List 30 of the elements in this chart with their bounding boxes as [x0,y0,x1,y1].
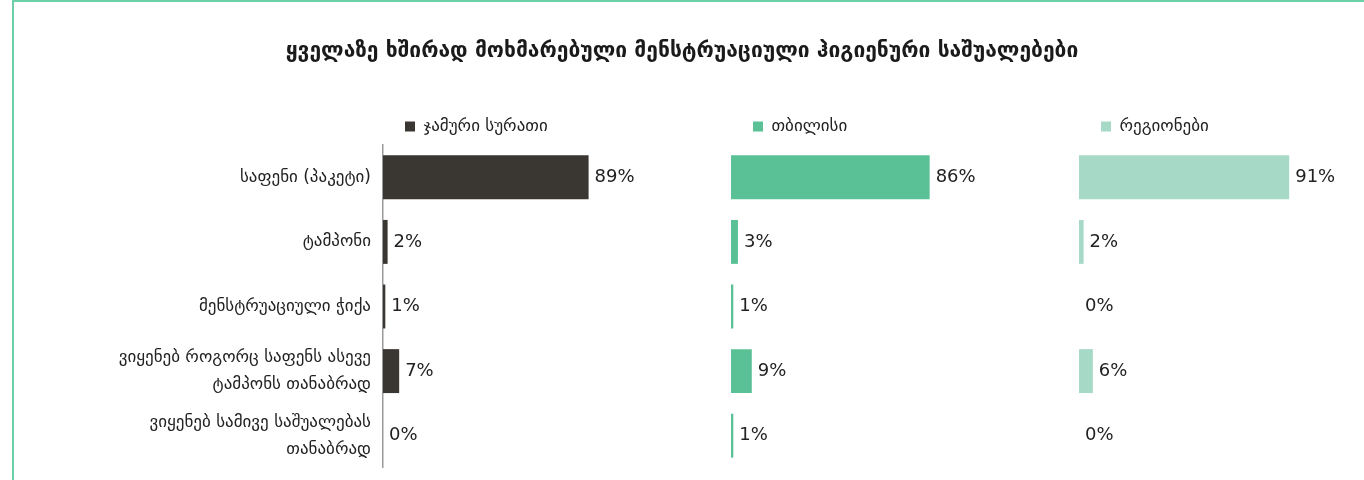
data-label: 2% [1089,229,1119,251]
bar [383,219,388,264]
bar [731,349,752,394]
legend-label: ჯამური სურათი [423,114,548,135]
data-label: 1% [739,423,768,445]
data-label: 7% [405,358,434,380]
data-label: 3% [743,229,773,251]
data-label: 1% [391,294,420,316]
text: ყველაზე ხშირად მოხმარებული მენსტრუაციული ჰიგიენური საშუალებები [284,38,1080,62]
legend-label: თბილისი [771,114,848,135]
data-label: 0% [1085,294,1114,316]
bar [731,155,930,200]
y-tick-label: ვიყენებ როგორც საფენს ასევე ტამპონს თანაბრად [118,345,371,394]
data-label: 91% [1295,164,1336,186]
bar [383,155,589,200]
data-label: 6% [1098,358,1128,380]
bar [383,349,400,394]
data-label: 86% [935,164,976,186]
data-label: 1% [739,294,768,316]
y-tick-label: საფენი (პაკეტი) [239,165,371,186]
data-label: 2% [393,229,423,251]
bar [731,219,738,264]
y-tick-label: მენსტრუაციული ჭიქა [198,294,371,315]
data-label: 0% [1085,423,1114,445]
data-label: 0% [389,423,418,445]
y-tick-label: ვიყენებ სამივე საშუალებას თანაბრად [149,410,372,458]
y-tick-label: ტამპონი [302,230,371,251]
data-label: 89% [594,164,635,186]
legend-label: რეგიონები [1119,114,1209,135]
data-label: 9% [757,358,787,380]
